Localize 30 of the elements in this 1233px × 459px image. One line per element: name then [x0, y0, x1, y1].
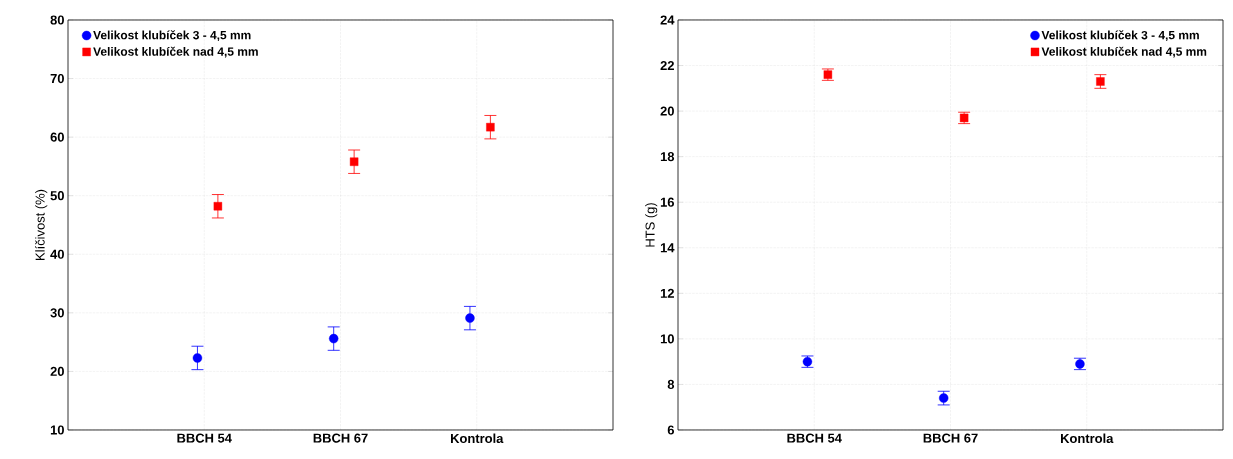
- y-tick-label: 40: [50, 249, 64, 259]
- legend-label: Velikost klubíček 3 - 4,5 mm: [93, 30, 251, 42]
- y-tick-label: 10: [50, 425, 64, 435]
- y-tick-label: 12: [660, 288, 674, 298]
- y-axis-title: HTS (g): [645, 203, 658, 247]
- legend-label: Velikost klubíček nad 4,5 mm: [93, 46, 258, 58]
- y-tick-label: 24: [660, 15, 675, 25]
- x-tick-label: BBCH 67: [313, 433, 368, 443]
- x-tick-label: BBCH 54: [177, 433, 232, 443]
- x-tick-label: BBCH 54: [787, 433, 842, 443]
- y-tick-label: 18: [660, 152, 675, 162]
- x-tick-label: Kontrola: [1061, 433, 1114, 444]
- y-tick-label: 30: [50, 308, 64, 318]
- y-tick-label: 20: [660, 106, 674, 116]
- y-tick-label: 80: [50, 15, 64, 25]
- x-tick-label: Kontrola: [451, 433, 504, 444]
- legend-label: Velikost klubíček 3 - 4,5 mm: [1041, 30, 1199, 42]
- y-axis-title: Klíčivost (%): [35, 189, 48, 260]
- y-tick-label: 16: [660, 197, 675, 207]
- y-tick-label: 6: [667, 425, 675, 435]
- legend-label: Velikost klubíček nad 4,5 mm: [1041, 46, 1207, 58]
- x-tick-label: BBCH 67: [923, 433, 978, 443]
- y-tick-label: 50: [50, 191, 64, 201]
- y-tick-label: 20: [50, 366, 64, 376]
- y-tick-label: 10: [660, 334, 674, 344]
- y-tick-label: 8: [667, 379, 675, 390]
- y-tick-label: 70: [50, 73, 64, 84]
- y-tick-label: 60: [50, 132, 64, 142]
- y-tick-label: 22: [660, 61, 674, 71]
- y-tick-label: 14: [660, 243, 675, 253]
